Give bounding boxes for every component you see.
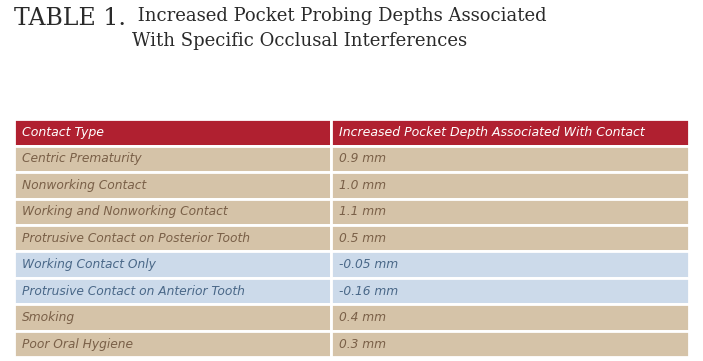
Text: Working Contact Only: Working Contact Only	[22, 258, 156, 271]
Bar	[331, 199, 689, 225]
Text: Increased Pocket Probing Depths Associated
With Specific Occlusal Interferences: Increased Pocket Probing Depths Associat…	[132, 7, 547, 50]
Text: TABLE 1.: TABLE 1.	[14, 7, 126, 30]
Bar	[14, 331, 331, 357]
Text: -0.16 mm: -0.16 mm	[340, 285, 399, 298]
Bar	[331, 225, 689, 252]
Text: 0.9 mm: 0.9 mm	[340, 152, 387, 165]
Bar	[14, 172, 331, 199]
Text: Contact Type: Contact Type	[22, 126, 104, 139]
Text: 0.3 mm: 0.3 mm	[340, 338, 387, 351]
Text: Poor Oral Hygiene: Poor Oral Hygiene	[22, 338, 133, 351]
Text: Increased Pocket Depth Associated With Contact: Increased Pocket Depth Associated With C…	[340, 126, 645, 139]
Text: 1.0 mm: 1.0 mm	[340, 179, 387, 192]
Bar	[331, 304, 689, 331]
Text: Protrusive Contact on Posterior Tooth: Protrusive Contact on Posterior Tooth	[22, 232, 250, 245]
Bar	[14, 145, 331, 172]
Text: 0.4 mm: 0.4 mm	[340, 311, 387, 324]
Bar	[331, 145, 689, 172]
Text: Nonworking Contact: Nonworking Contact	[22, 179, 146, 192]
Text: Centric Prematurity: Centric Prematurity	[22, 152, 142, 165]
Bar	[331, 119, 689, 145]
Bar	[14, 119, 331, 145]
Bar	[14, 225, 331, 252]
Bar	[331, 252, 689, 278]
Text: Smoking: Smoking	[22, 311, 75, 324]
Bar	[14, 252, 331, 278]
Bar	[331, 278, 689, 304]
Bar	[14, 199, 331, 225]
Text: Working and Nonworking Contact: Working and Nonworking Contact	[22, 205, 228, 218]
Bar	[14, 304, 331, 331]
Bar	[331, 331, 689, 357]
Text: -0.05 mm: -0.05 mm	[340, 258, 399, 271]
Text: 1.1 mm: 1.1 mm	[340, 205, 387, 218]
Text: Protrusive Contact on Anterior Tooth: Protrusive Contact on Anterior Tooth	[22, 285, 245, 298]
Bar	[331, 172, 689, 199]
Text: 0.5 mm: 0.5 mm	[340, 232, 387, 245]
Bar	[14, 278, 331, 304]
